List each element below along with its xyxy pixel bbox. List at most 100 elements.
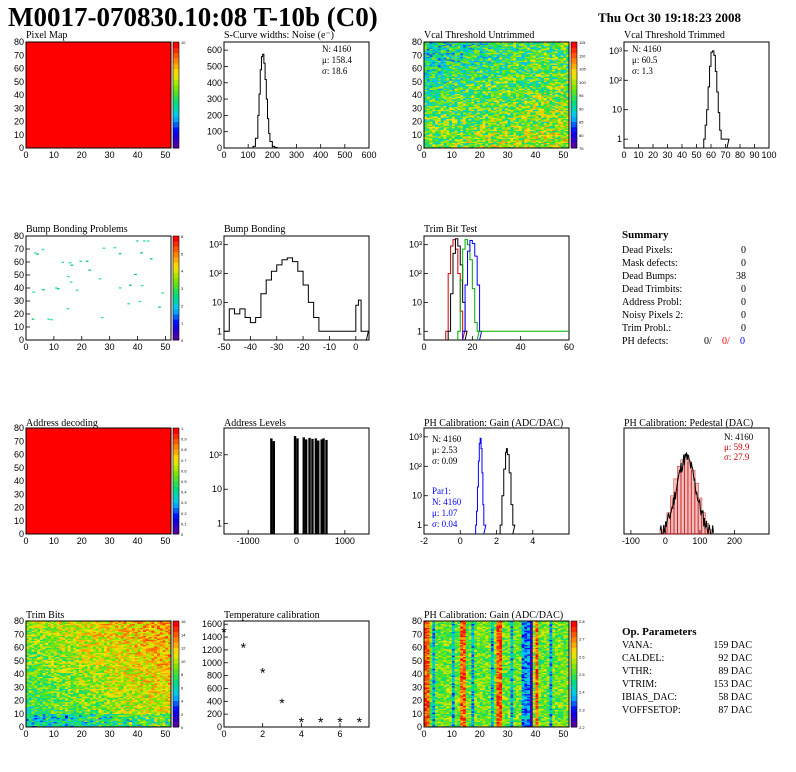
heatmap-cell [454, 120, 458, 122]
heatmap-cell [440, 134, 444, 137]
heatmap-cell [474, 113, 478, 116]
heatmap-cell [524, 45, 528, 48]
heatmap-cell [451, 120, 455, 122]
heatmap-cell [510, 67, 514, 69]
x-tick-label: 200 [265, 150, 280, 160]
heatmap-cell [541, 57, 545, 60]
heatmap-cell [502, 125, 506, 128]
heatmap-cell [502, 130, 506, 133]
heatmap-cell [429, 113, 433, 116]
heatmap-cell [502, 87, 506, 89]
heatmap-cell [440, 142, 444, 145]
heatmap-cell [465, 124, 469, 126]
x-tick-label: 90 [749, 150, 759, 160]
heatmap-cell [435, 137, 439, 140]
heatmap-cell [524, 64, 528, 67]
heatmap-cell [488, 118, 492, 121]
heatmap-cell [560, 79, 564, 81]
heatmap-cell [493, 137, 497, 140]
heatmap-cell [546, 47, 550, 49]
heatmap-cell [490, 129, 495, 132]
heatmap-cell [432, 63, 436, 65]
heatmap-cell [541, 63, 545, 65]
heatmap-cell [560, 48, 564, 51]
heatmap-cell [437, 134, 442, 137]
heatmap-cell [482, 132, 486, 134]
heatmap-cell [471, 141, 475, 143]
heatmap-cell [482, 69, 486, 72]
heatmap-cell [557, 132, 561, 134]
heatmap-cell [496, 44, 500, 47]
heatmap-cell [535, 88, 539, 90]
heatmap-cell [437, 132, 442, 134]
heatmap-cell [504, 134, 508, 137]
heatmap-cell [26, 647, 30, 650]
heatmap-cell [535, 104, 539, 106]
heatmap-cell [560, 120, 564, 122]
heatmap-cell [566, 89, 570, 92]
heatmap-cell [446, 73, 450, 76]
heatmap-cell [541, 108, 545, 110]
heatmap-cell [471, 137, 475, 140]
heatmap-cell [516, 106, 520, 109]
heatmap-cell [485, 140, 489, 142]
heatmap-cell [457, 75, 461, 77]
heatmap-cell [435, 118, 439, 121]
heatmap-cell [482, 44, 486, 47]
heatmap-cell [449, 69, 453, 72]
heatmap-cell [463, 142, 467, 145]
heatmap-cell [555, 112, 559, 114]
heatmap-cell [31, 639, 35, 642]
heatmap-cell [457, 89, 461, 92]
heatmap-cell [513, 132, 517, 134]
heatmap-cell [479, 80, 483, 83]
heatmap-cell [432, 117, 436, 120]
pedestal-bar [673, 478, 678, 535]
heatmap-cell [516, 73, 520, 76]
heatmap-cell [432, 129, 436, 132]
heatmap-cell [468, 110, 472, 113]
heatmap-cell [476, 44, 481, 47]
heatmap-cell [463, 79, 467, 81]
heatmap-cell [510, 51, 514, 53]
heatmap-cell [432, 49, 436, 52]
heatmap-cell [527, 95, 531, 97]
heatmap-cell [557, 112, 561, 114]
heatmap-cell [465, 100, 469, 102]
heatmap-cell [460, 146, 464, 149]
heatmap-cell [440, 91, 444, 93]
heatmap-cell [516, 80, 520, 83]
heatmap-cell [449, 120, 453, 122]
heatmap-cell [521, 56, 525, 59]
heatmap-cell [440, 96, 444, 98]
heatmap-cell [560, 55, 564, 57]
heatmap-cell [468, 108, 472, 110]
heatmap-cell [513, 113, 517, 116]
heatmap-cell [443, 126, 447, 129]
heatmap-cell [516, 97, 520, 100]
heatmap-cell [34, 681, 38, 684]
heatmap-cell [566, 76, 570, 79]
heatmap-cell [435, 141, 439, 143]
heatmap-cell [563, 69, 567, 72]
heatmap-cell [549, 126, 553, 129]
heatmap-cell [504, 45, 508, 48]
heatmap-cell [449, 116, 453, 118]
heatmap-cell [560, 49, 564, 52]
heatmap-cell [560, 112, 564, 114]
heatmap-cell [485, 93, 489, 96]
heatmap-cell [546, 106, 550, 109]
heatmap-cell [454, 84, 458, 87]
heatmap-cell [490, 141, 495, 143]
heatmap-cell [457, 133, 461, 136]
heatmap-cell [535, 125, 539, 128]
heatmap-cell [454, 59, 458, 61]
heatmap-cell [471, 122, 475, 125]
heatmap-cell [493, 45, 497, 48]
heatmap-cell [34, 640, 38, 643]
heatmap-cell [31, 725, 35, 728]
heatmap-cell [499, 59, 503, 61]
heatmap-cell [524, 52, 528, 55]
heatmap-cell [429, 130, 433, 133]
heatmap-cell [549, 128, 553, 130]
